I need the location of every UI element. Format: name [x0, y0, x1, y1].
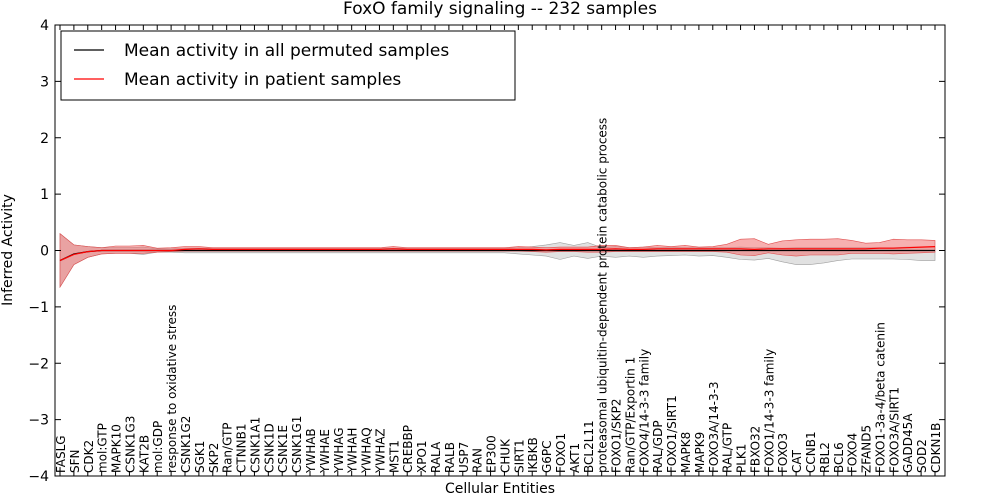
x-tick-label: YWHAQ	[360, 427, 374, 474]
legend: Mean activity in all permuted samples Me…	[60, 30, 516, 101]
x-tick-label: CTNNB1	[235, 423, 249, 473]
x-tick-label: CREBBP	[401, 425, 415, 473]
y-tick-label: −4	[28, 469, 49, 485]
x-tick-label: YWHAH	[346, 428, 360, 474]
y-tick-label: −3	[28, 413, 49, 429]
x-tick-label: USP7	[457, 442, 471, 473]
series-lines	[59, 246, 936, 262]
legend-label-permuted: Mean activity in all permuted samples	[124, 41, 449, 61]
x-tick-label: YWHAB	[304, 428, 318, 474]
x-tick-label: Ran/GTP	[221, 422, 235, 473]
x-tick-label: FOXO1-3a-4/beta catenin	[873, 322, 887, 473]
x-tick-label: RBL2	[818, 442, 832, 473]
x-tick-label: ZFAND5	[860, 425, 874, 473]
plot-frame	[54, 24, 946, 477]
x-tick-label: RAN	[471, 448, 485, 473]
x-tick-label: YWHAG	[332, 427, 346, 474]
x-tick-label: EP300	[485, 435, 499, 473]
y-axis-label: Inferred Activity	[0, 194, 16, 306]
x-tick-label: MAPK9	[693, 432, 707, 473]
x-tick-label: XPO1	[415, 440, 429, 473]
y-axis: −4 −3 −2 −1 0 1 2 3 4	[28, 18, 945, 485]
y-tick-label: 2	[40, 131, 49, 147]
x-tick-label: CAT	[790, 449, 804, 473]
y-tick-label: 1	[40, 187, 49, 203]
x-tick-label: MST1	[387, 440, 401, 473]
x-tick-label: mol:GDP	[151, 421, 165, 473]
x-tick-label: CHUK	[498, 438, 512, 473]
y-tick-label: 3	[40, 74, 49, 90]
x-tick-label: G6PC	[540, 440, 554, 473]
x-tick-label: FBXO32	[748, 426, 762, 473]
x-tick-label: CSNK1G2	[179, 416, 193, 473]
y-tick-label: 0	[40, 244, 49, 260]
x-tick-label: CSNK1D	[262, 423, 276, 473]
x-tick-label: AKT1	[568, 443, 582, 473]
x-axis-label: Cellular Entities	[445, 481, 555, 497]
x-tick-label: BCL2L11	[582, 420, 596, 473]
confidence-bands	[59, 232, 936, 289]
x-tick-label: BCL6	[832, 442, 846, 473]
line-permuted	[59, 249, 935, 262]
x-tick-label: proteasomal ubiquitin-dependent protein …	[596, 118, 610, 473]
x-tick-label: FOXO1/14-3-3 family	[762, 349, 776, 473]
x-tick-label: FOXO1/SKP2	[610, 398, 624, 473]
y-tick-label: −1	[28, 300, 49, 316]
x-tick-label: SFN	[68, 450, 82, 474]
x-tick-label: FOXO4	[846, 433, 860, 473]
x-tick-label: YWHAZ	[373, 428, 387, 474]
x-tick-label: FOXO3	[776, 433, 790, 473]
line-patient	[59, 246, 936, 262]
x-tick-label: mol:GTP	[96, 423, 110, 473]
x-tick-label: FOXO1/SIRT1	[665, 395, 679, 473]
x-tick-label: KAT2B	[137, 435, 151, 473]
x-tick-label: Ran/GTP/Exportin 1	[623, 357, 637, 473]
x-tick-label: FOXO3A/14-3-3	[707, 381, 721, 473]
x-tick-label: PLK1	[735, 444, 749, 473]
x-tick-label: MAPK10	[110, 424, 124, 473]
x-tick-label: GADD45A	[901, 413, 915, 473]
x-tick-label: SIRT1	[512, 439, 526, 473]
x-tick-label: RALB	[443, 442, 457, 473]
x-tick-label: FOXO3A/SIRT1	[887, 387, 901, 473]
x-axis: FASLG SFN CDK2 mol:GTP MAPK10 CSNK1G3 KAT2B mol…	[54, 25, 943, 476]
x-tick-label: CSNK1G1	[290, 416, 304, 473]
chart-title: FoxO family signaling -- 232 samples	[343, 0, 657, 19]
legend-label-patient: Mean activity in patient samples	[124, 70, 401, 90]
x-tick-label: RAL/GTP	[721, 423, 735, 473]
x-tick-label: SOD2	[915, 439, 929, 473]
x-tick-label: CDKN1B	[929, 423, 943, 473]
y-tick-label: −2	[28, 356, 49, 372]
x-tick-label: SKP2	[207, 443, 221, 473]
x-tick-label: FASLG	[54, 435, 68, 473]
x-tick-label: MAPK8	[679, 432, 693, 473]
x-tick-label: CCNB1	[804, 431, 818, 473]
x-tick-label: CDK2	[82, 440, 96, 473]
legend-box	[60, 30, 516, 101]
x-tick-label: CSNK1G3	[123, 416, 137, 473]
x-tick-label: FOXO4/14-3-3 family	[637, 349, 651, 473]
x-tick-label: response to oxidative stress	[165, 305, 179, 473]
x-tick-label: YWHAE	[318, 429, 332, 474]
x-tick-label: CSNK1E	[276, 425, 290, 473]
y-tick-label: 4	[40, 18, 49, 34]
x-tick-label: CSNK1A1	[248, 417, 262, 473]
x-tick-label: RAL/GDP	[651, 420, 665, 473]
x-tick-label: FOXO1	[554, 433, 568, 473]
x-tick-label: IKBKB	[526, 437, 540, 473]
x-tick-label: RALA	[429, 441, 443, 473]
x-tick-label: SGK1	[193, 441, 207, 473]
